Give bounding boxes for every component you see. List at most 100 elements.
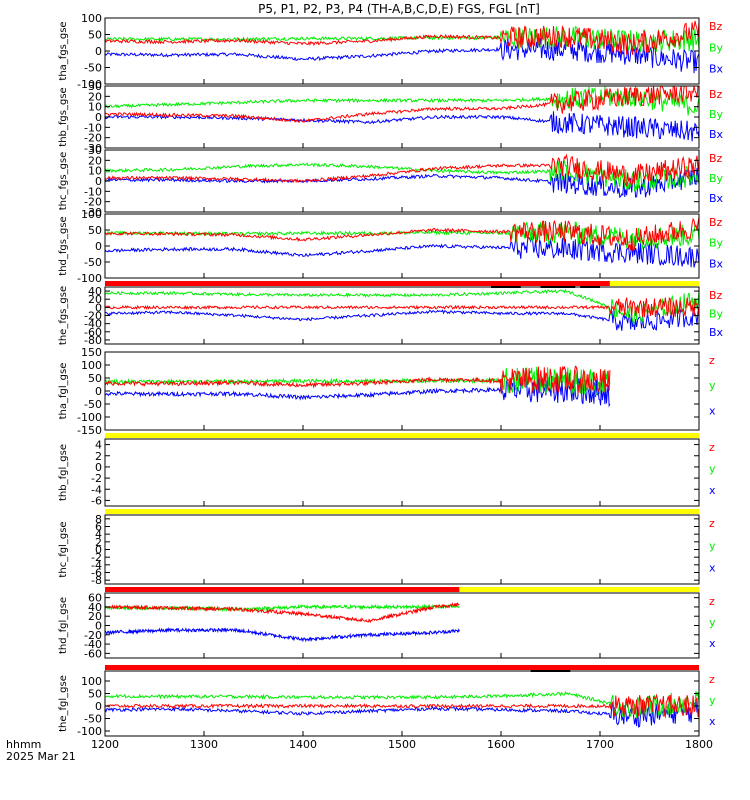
mode-bar-slow [609,281,699,286]
legend-x: x [709,404,716,417]
y-tick-label: -50 [84,256,102,269]
y-tick-label: 10 [88,165,102,178]
trace-x-line [105,700,699,728]
y-axis-label: thc_fgl_gse [58,521,69,577]
trace-y-line [105,288,699,326]
y-tick-label: 20 [88,293,102,306]
y-tick-label: 50 [88,372,102,385]
legend-z: z [709,673,715,686]
y-tick-label: 2 [95,450,102,463]
legend-Bz: Bz [709,216,723,229]
y-axis-label: the_fgs_gse [58,286,69,345]
legend-By: By [709,108,724,121]
y-tick-label: -20 [84,132,102,145]
panel-frame [104,592,700,659]
trace-y-line [105,25,699,52]
legend-x: x [709,484,716,497]
y-axis-label: thd_fgl_gse [58,597,69,654]
y-tick-label: 60 [88,592,102,605]
y-axis-label: tha_fgl_gse [58,363,69,420]
y-tick-label: -10 [84,121,102,134]
legend-Bz: Bz [709,289,723,302]
y-tick-label: -30 [84,142,102,155]
y-tick-label: 4 [95,528,102,541]
y-tick-label: -8 [91,574,102,587]
y-axis-label: thb_fgs_gse [58,87,69,146]
y-axis-label: the_fgl_gse [58,675,69,732]
legend-Bz: Bz [709,20,723,33]
legend-z: z [709,595,715,608]
y-tick-label: -40 [84,638,102,651]
mode-bar-slow [459,587,699,592]
y-tick-label: -80 [84,334,102,347]
y-tick-label: 6 [95,521,102,534]
trace-z-line [105,602,460,624]
legend-z: z [709,517,715,530]
y-tick-label: -100 [77,272,102,285]
panel-frame [104,438,700,507]
y-tick-label: 20 [88,610,102,623]
y-tick-label: -2 [91,551,102,564]
legend-y: y [709,379,716,392]
y-tick-label: 0 [95,620,102,633]
trace-z-line [105,365,611,394]
y-axis-label: thd_fgs_gse [58,216,69,275]
y-tick-label: 40 [88,601,102,614]
x-tick-label: 1500 [388,738,416,751]
date-label: 2025 Mar 21 [6,750,76,763]
y-tick-label: -10 [84,185,102,198]
y-tick-label: -4 [91,559,102,572]
y-tick-label: -30 [84,206,102,219]
panel-frame [104,213,700,279]
y-tick-label: 0 [95,385,102,398]
y-tick-label: 100 [81,675,102,688]
legend-Bz: Bz [709,88,723,101]
mode-bar-fast [105,281,610,286]
legend-By: By [709,172,724,185]
y-tick-label: 20 [88,154,102,167]
y-tick-label: 10 [88,101,102,114]
y-tick-label: 0 [95,45,102,58]
legend-Bx: Bx [709,63,724,76]
trace-x-line [105,167,699,199]
panel-thb_fgl_gse: 420-2-4-6 thb_fgl_gse zyx [58,433,716,507]
legend-Bz: Bz [709,152,723,165]
y-tick-label: -6 [91,567,102,580]
trace-x-line [105,307,699,331]
y-axis-label: thc_fgs_gse [58,152,69,211]
panel-tha_fgs_gse: 100 50 0 -50 -100 tha_fgs_gse Bz By Bx [58,12,724,91]
y-tick-label: -40 [84,318,102,331]
y-tick-label: 150 [81,346,102,359]
y-tick-label: 0 [95,111,102,124]
legend-Bx: Bx [709,257,724,270]
y-tick-label: -4 [91,483,102,496]
x-tick-label: 1600 [487,738,515,751]
y-tick-label: -50 [84,398,102,411]
legend-y: y [709,463,716,476]
y-tick-label: 100 [81,12,102,25]
y-tick-label: 50 [88,688,102,701]
trace-z-line [105,20,699,55]
y-tick-label: 20 [88,90,102,103]
legend-By: By [709,41,724,54]
y-tick-label: -20 [84,310,102,323]
x-tick-label: 1200 [91,738,119,751]
y-tick-label: 0 [95,700,102,713]
x-tick-label: 1300 [190,738,218,751]
y-tick-label: -100 [77,725,102,738]
legend-z: z [709,441,715,454]
x-tick-label: 1800 [685,738,713,751]
legend-z: z [709,354,715,367]
legend-Bx: Bx [709,326,724,339]
trace-z-line [105,297,699,318]
trace-z-line [105,153,699,188]
legend-y: y [709,694,716,707]
legend-y: y [709,539,716,552]
mode-bar-slow [105,509,699,514]
